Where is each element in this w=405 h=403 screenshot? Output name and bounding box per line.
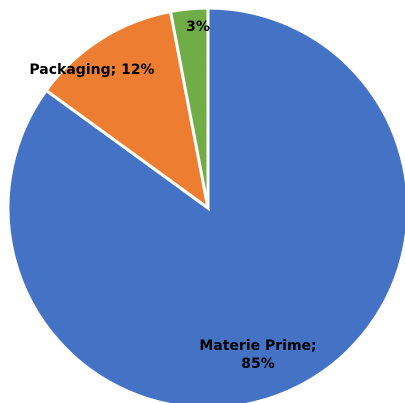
slice-other	[168, 6, 210, 209]
data-label-other: 3%	[186, 19, 210, 35]
slice-materie-prime	[6, 6, 405, 403]
data-label-materie-prime: Materie Prime; 85%	[199, 338, 316, 372]
data-label-packaging: Packaging; 12%	[29, 62, 154, 78]
pie-slices	[6, 6, 405, 403]
data-labels: Materie Prime; 85% Packaging; 12% 3%	[29, 19, 316, 372]
slice-packaging	[44, 9, 211, 212]
